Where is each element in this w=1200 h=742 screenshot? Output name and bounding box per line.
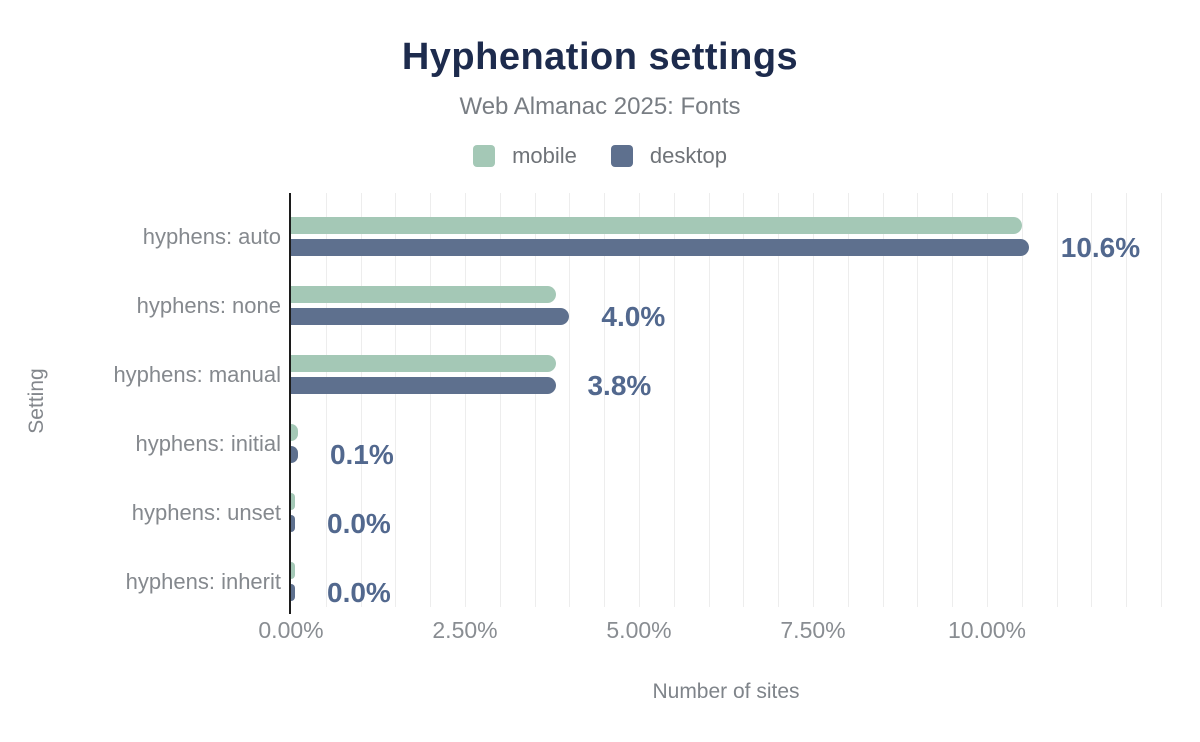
gridline — [1161, 193, 1162, 607]
bar-mobile-2[interactable] — [291, 286, 556, 303]
legend-swatch-desktop — [610, 145, 633, 167]
category-label: hyphens: inherit — [125, 568, 281, 594]
gridline — [499, 193, 501, 607]
data-label: 10.6% — [1060, 231, 1141, 263]
category-label: hyphens: none — [136, 292, 281, 318]
legend-item-desktop[interactable]: desktop — [610, 143, 727, 169]
x-tick-label: 5.00% — [606, 617, 672, 643]
x-tick-label: 10.00% — [947, 617, 1027, 643]
gridline — [465, 193, 466, 607]
category-label: hyphens: unset — [131, 499, 281, 525]
bar-mobile-6[interactable] — [291, 562, 295, 579]
legend-label: mobile — [512, 143, 577, 168]
gridline — [917, 193, 919, 607]
bar-mobile-4[interactable] — [291, 424, 298, 441]
plot-area: 10.6% 4.0% 3.8% 0.1% 0.0% 0.0% — [291, 193, 1162, 608]
legend: mobile desktop — [0, 143, 1200, 169]
chart-title: Hyphenation settings — [401, 36, 799, 78]
bar-desktop-1[interactable] — [291, 239, 1029, 256]
gridline — [847, 193, 849, 607]
gridline — [604, 193, 606, 607]
gridline — [1021, 193, 1023, 607]
x-axis-tick-labels: 0.00% 2.50% 5.00% 7.50% 10.00% — [258, 617, 1161, 647]
y-axis-line — [289, 193, 291, 614]
gridline — [708, 193, 710, 607]
y-axis-title: Setting — [25, 368, 48, 434]
bar-desktop-5[interactable] — [291, 515, 295, 532]
gridline — [813, 193, 814, 607]
bar-desktop-2[interactable] — [291, 308, 570, 325]
data-label: 0.0% — [327, 576, 391, 608]
legend-item-mobile[interactable]: mobile — [473, 143, 577, 169]
category-label: hyphens: initial — [135, 430, 281, 456]
legend-label: desktop — [649, 143, 727, 168]
gridline — [743, 193, 745, 607]
gridline — [673, 193, 675, 607]
gridline — [778, 193, 780, 607]
y-axis-category-labels: hyphens: auto hyphens: none hyphens: manua… — [0, 193, 281, 607]
gridline — [430, 193, 432, 607]
gridline — [1056, 193, 1058, 607]
data-label: 4.0% — [601, 300, 666, 332]
gridline — [639, 193, 640, 607]
bar-mobile-1[interactable] — [291, 217, 1022, 234]
bar-desktop-4[interactable] — [291, 446, 298, 463]
bar-desktop-6[interactable] — [291, 584, 295, 601]
gridline — [1126, 193, 1128, 607]
legend-swatch-mobile — [473, 145, 496, 167]
gridline — [882, 193, 884, 607]
gridline — [987, 193, 988, 607]
gridline — [569, 193, 571, 607]
x-tick-label: 0.00% — [258, 617, 324, 643]
gridline — [325, 193, 327, 607]
bar-mobile-3[interactable] — [291, 355, 556, 372]
category-label: hyphens: manual — [113, 361, 281, 387]
gridline — [534, 193, 536, 607]
chart-subtitle: Web Almanac 2025: Fonts — [459, 93, 741, 120]
gridline — [952, 193, 954, 607]
x-axis-title: Number of sites — [652, 680, 800, 703]
gridline — [395, 193, 397, 607]
gridline — [360, 193, 362, 607]
gridline — [1091, 193, 1093, 607]
bar-desktop-3[interactable] — [291, 377, 556, 394]
data-label: 0.0% — [327, 507, 391, 539]
bar-mobile-5[interactable] — [291, 493, 295, 510]
category-label: hyphens: auto — [142, 223, 281, 249]
data-label: 3.8% — [587, 369, 652, 401]
x-tick-label: 2.50% — [432, 617, 498, 643]
data-label: 0.1% — [329, 438, 394, 470]
x-tick-label: 7.50% — [780, 617, 846, 643]
